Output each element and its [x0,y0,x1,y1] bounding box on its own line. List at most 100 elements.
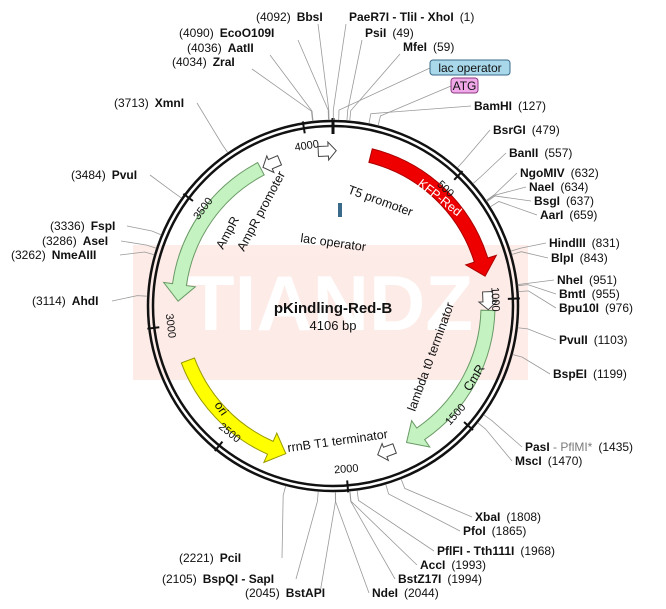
tick-mark-2000 [346,480,350,493]
enzyme-leader-line [485,172,518,201]
feature-label-rrnb-t1: rrnB T1 terminator [286,427,388,455]
annotation-atg-label: ATG [453,79,477,93]
enzyme-leaders [111,23,557,594]
enzyme-leader-line [349,53,401,121]
enzyme-leader-line [349,491,418,566]
enzyme-aari: AarI (659) [540,208,597,222]
enzyme-hindiii: HindIII (831) [549,236,620,250]
enzyme-leader-line [356,490,435,552]
enzyme-bsrgi: BsrGI (479) [493,123,560,137]
enzymes-bottom-right: XbaI (1808) PfoI (1865) PflFI - Tth111I (19… [372,510,555,600]
feature-kfp-red [368,148,498,277]
enzyme-paer7i-tlii-xhoi: PaeR7I - TliI - XhoI (1) [349,10,474,24]
feature-t5-promoter [317,140,337,162]
enzyme-msci: MscI (1470) [515,454,582,468]
tick-mark-2500 [214,440,224,452]
feature-ori [180,357,287,464]
tick-label-4000: 4000 [294,138,320,154]
tick-label-2000: 2000 [334,462,359,476]
feature-label-t5-promoter: T5 promoter [346,183,415,219]
enzyme-leader-line [251,68,313,122]
tick-mark-4000 [301,121,306,134]
enzymes-left: (3713) XmnI (3484) PvuI (3336) FspI (3286) A… [11,96,184,308]
enzyme-leader-line [349,491,396,580]
enzyme-leader-line [510,242,547,252]
enzyme-leader-line [332,23,347,121]
tick-label-3000: 3000 [163,313,178,339]
enzyme-ahdi: (3114) AhdI [32,294,98,308]
enzyme-leader-line [486,186,527,202]
enzyme-bspqi-sapi: (2105) BspQI - SapI [162,572,274,586]
enzyme-blpi: BlpI (843) [551,251,608,265]
enzyme-acci: AccI (1993) [420,558,486,572]
features [162,140,499,464]
enzyme-pfoi: PfoI (1865) [463,524,526,538]
enzyme-leader-line [297,39,329,121]
plasmid-size: 4106 bp [310,318,357,333]
feature-ampr [162,161,265,302]
enzyme-leader-line [317,23,330,121]
enzyme-nmeaiii: (3262) NmeAIII [11,248,96,262]
tick-mark-3000 [147,326,160,330]
annotation-lac-operator-label: lac operator [438,61,501,75]
enzyme-fspi: (3336) FspI [50,219,115,233]
enzyme-bamhi: BamHI (127) [474,99,546,113]
enzyme-leader-line [377,85,452,126]
enzyme-ecoo109i: (4090) EcoO109I [179,26,274,40]
enzyme-leader-line [126,225,162,236]
enzyme-leader-line [486,195,532,202]
tick-mark-500 [453,170,464,181]
enzyme-bstz17i: BstZ17I (1994) [398,572,482,586]
tick-label-1000: 1000 [488,287,501,312]
feature-rrnb-t1-terminator [377,442,397,462]
enzyme-leader-line [490,201,538,216]
enzyme-leader-line [477,422,513,462]
enzyme-leader-line [119,251,155,256]
enzyme-naei: NaeI (634) [529,180,588,194]
feature-lambda-t0-terminator [477,291,499,311]
enzyme-ngomiv: NgoMIV (632) [520,166,599,180]
enzyme-leader-line [511,251,549,259]
enzyme-pcii: (2221) PciI [179,551,241,565]
enzyme-leader-line [517,279,555,285]
enzyme-ndei: NdeI (2044) [372,586,439,600]
enzyme-leader-line [512,354,551,375]
enzymes-top: (4092) BbsI (4090) EcoO109I (4036) AatII (4… [172,10,474,69]
feature-ampr-promoter [262,154,283,174]
enzyme-leader-line [269,54,314,122]
tick-mark-1500 [463,421,474,431]
enzyme-leader-line [295,491,319,580]
enzyme-leader-line [483,414,523,448]
annotation-atg: ATG [450,77,479,94]
enzyme-leader-line [517,327,557,341]
enzyme-leader-line [120,240,157,249]
watermark-text: TIANDZ [187,259,473,347]
enzyme-asei: (3286) AseI [42,234,108,248]
enzyme-leader-line [319,491,336,594]
annotation-lac-operator: lac operator [429,59,511,76]
tick-mark-3500 [182,193,194,202]
enzyme-leader-line [149,174,182,199]
enzyme-psii: PsiI (49) [365,26,414,40]
enzyme-leader-line [368,105,472,124]
watermark: TIANDZ [133,245,528,380]
enzyme-bsgi: BsgI (637) [534,194,594,208]
enzyme-banii: BanII (557) [509,146,572,160]
enzyme-leader-line [385,484,461,532]
enzyme-leader-line [335,491,370,594]
feature-label-ori: ori [212,399,231,418]
enzyme-pvui: (3484) PvuI [71,168,137,182]
enzyme-leader-line [196,102,229,153]
enzyme-leader-line [457,129,491,169]
enzyme-leader-line [518,290,557,309]
enzyme-bspei: BspEI (1199) [553,367,627,381]
enzyme-mfei: MfeI (59) [403,40,454,54]
enzyme-bstapi: (2045) BstAPI [245,586,325,600]
enzyme-xbai: XbaI (1808) [475,510,541,524]
plasmid-name: pKindling-Red-B [274,300,392,317]
enzyme-bmti: BmtI (955) [559,287,620,301]
enzyme-bbsi: (4092) BbsI [256,10,323,24]
enzyme-bpu10i: Bpu10I (976) [559,301,633,315]
